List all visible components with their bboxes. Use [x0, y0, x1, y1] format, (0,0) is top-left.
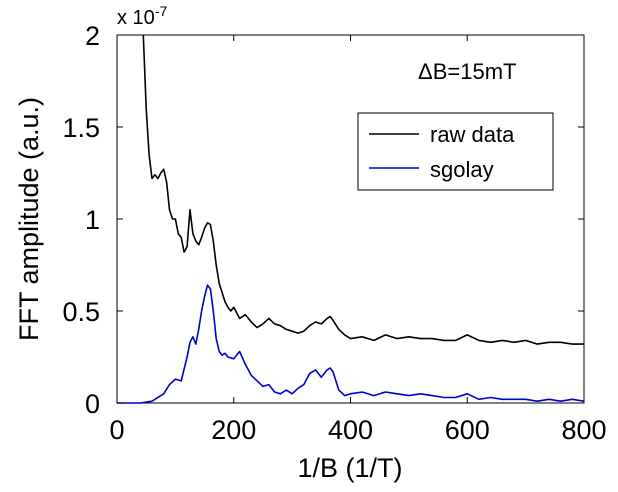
legend-label-raw-data: raw data [430, 122, 515, 147]
y-multiplier-base: x 10 [117, 7, 155, 29]
x-tick-label-200: 200 [211, 415, 256, 445]
x-axis-label: 1/B (1/T) [297, 453, 402, 483]
x-tick-label-600: 600 [445, 415, 490, 445]
y-tick-label-2: 2 [85, 21, 100, 51]
series-line-raw-data [142, 34, 584, 345]
series-layer [117, 34, 585, 404]
y-tick-label-1.5: 1.5 [62, 113, 100, 143]
y-multiplier-label: x 10-7 [117, 3, 167, 29]
y-axis-label: FFT amplitude (a.u.) [14, 97, 44, 341]
legend: raw data sgolay [357, 112, 554, 191]
y-tick-label-0.5: 0.5 [62, 297, 100, 327]
legend-box [357, 112, 554, 191]
legend-label-sgolay: sgolay [430, 157, 494, 182]
annotation-delta-b: ΔB=15mT [418, 59, 516, 84]
x-tick-label-400: 400 [328, 415, 373, 445]
y-tick-label-0: 0 [85, 389, 100, 419]
series-line-sgolay [117, 284, 585, 404]
x-tick-label-800: 800 [561, 415, 606, 445]
y-tick-label-1: 1 [85, 205, 100, 235]
y-multiplier-exponent: -7 [155, 3, 168, 19]
x-tick-label-0: 0 [109, 415, 124, 445]
ticks-layer: 0 200 400 600 800 0 0.5 1 1.5 2 [62, 21, 606, 445]
plot-area [116, 34, 585, 404]
